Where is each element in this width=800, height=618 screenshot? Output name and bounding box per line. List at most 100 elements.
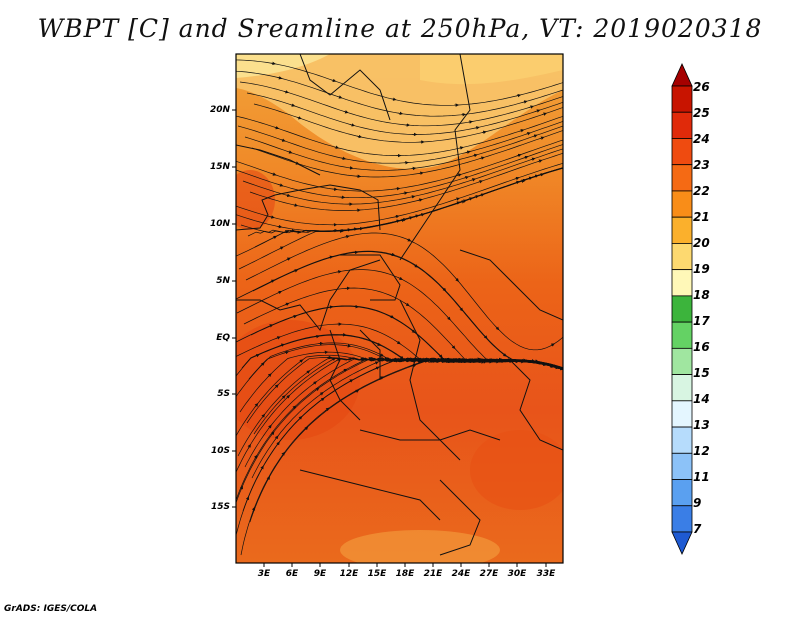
streamline-arrow [402, 191, 408, 195]
streamline-arrow [400, 218, 406, 223]
lat-tick-label: 15N [209, 162, 230, 172]
streamline-arrow [525, 132, 531, 136]
streamline-arrow [516, 93, 522, 98]
streamline-arrow [325, 407, 330, 412]
streamline [236, 115, 563, 156]
streamline-arrow [394, 359, 400, 363]
streamline-arrow [286, 394, 291, 399]
lat-tick-label: EQ [216, 333, 230, 343]
streamline-arrow [479, 156, 485, 160]
colorbar-label: 12 [693, 444, 710, 458]
streamline-arrow [463, 175, 469, 180]
streamline-arrow [514, 180, 520, 185]
colorbar-label: 25 [693, 106, 710, 120]
lon-tick-label: 27E [479, 569, 499, 579]
streamline-arrow [312, 381, 317, 385]
streamline-arrow [285, 193, 291, 198]
streamline [253, 103, 563, 143]
streamline-arrow [413, 264, 419, 268]
streamline-arrow [270, 61, 276, 66]
streamline-arrow [376, 342, 382, 346]
streamline-arrow [315, 387, 320, 392]
streamline-arrow [396, 340, 401, 345]
streamline-arrow [460, 200, 466, 204]
colorbar-label: 9 [693, 496, 702, 510]
streamline-arrow [456, 173, 462, 177]
streamline-arrow [305, 370, 311, 374]
streamline-arrow [373, 361, 379, 365]
streamline-arrow [270, 431, 275, 436]
streamline-arrow [353, 250, 359, 255]
streamline-arrow [279, 343, 285, 347]
colorbar-label: 19 [693, 262, 710, 276]
chart-title: WBPT [C] and Sreamline at 250hPa, VT: 20… [37, 14, 763, 43]
streamline-arrow [417, 198, 423, 202]
streamline [236, 357, 533, 537]
streamline-arrow [487, 360, 493, 364]
colorbar-swatch [671, 505, 693, 533]
lon-tick-label: 15E [367, 569, 387, 579]
streamline-arrow [293, 203, 299, 207]
streamline-arrow [541, 112, 547, 116]
streamline-arrow [292, 405, 297, 410]
streamline-arrow [336, 270, 342, 274]
streamline-arrow [454, 197, 460, 201]
streamline-arrow [277, 224, 283, 229]
streamline-arrow [331, 78, 337, 83]
streamline-arrow [395, 186, 401, 191]
streamline-arrow [394, 214, 400, 219]
streamline-arrow [467, 120, 473, 124]
streamline-arrow [437, 358, 443, 363]
streamline-arrow [455, 277, 459, 282]
colorbar-label: 7 [693, 522, 702, 536]
colorbar-label: 13 [693, 418, 710, 432]
streamline-arrow [272, 235, 278, 240]
streamline-arrow [483, 334, 488, 339]
colorbar-bottom-arrow [671, 531, 693, 555]
streamline-arrow [320, 397, 325, 402]
streamline-arrow [328, 255, 334, 259]
colorbar-label: 11 [693, 470, 710, 484]
colorbar-swatch [671, 479, 693, 507]
colorbar-swatch [671, 164, 693, 192]
streamline-arrow [276, 441, 280, 446]
streamlines [236, 59, 570, 556]
streamline-arrow [530, 157, 536, 161]
streamline-arrow [304, 426, 309, 431]
streamline-arrow [470, 178, 476, 182]
streamline-arrow [354, 389, 360, 393]
streamline-arrow [281, 451, 285, 457]
colorbar-swatch [671, 400, 693, 428]
streamline-arrow [418, 171, 424, 175]
streamline-arrow [287, 150, 293, 154]
streamline-arrow [254, 403, 259, 408]
streamline-arrow [283, 90, 289, 94]
streamline-arrow [447, 316, 451, 321]
streamline-arrow [431, 357, 437, 361]
streamline-arrow [293, 269, 299, 273]
streamline-arrow [516, 153, 522, 158]
streamline-arrow [550, 343, 555, 347]
streamline-arrow [270, 279, 275, 283]
colorbar-label: 14 [693, 392, 710, 406]
streamline-arrow [391, 97, 397, 101]
streamline-arrow [411, 329, 416, 334]
streamline-arrow [254, 454, 258, 460]
streamline-arrow [502, 353, 507, 357]
streamline-arrow [481, 130, 487, 135]
streamline-arrow [398, 276, 403, 280]
colorbar-label: 20 [693, 236, 710, 250]
streamline-arrow [523, 155, 529, 160]
streamline-arrow [332, 187, 338, 191]
streamline-arrow [275, 336, 281, 340]
streamline-arrow [342, 368, 348, 373]
lat-tick-label: 10N [209, 219, 230, 229]
streamline-arrow [566, 369, 570, 371]
streamline-arrow [346, 344, 352, 348]
streamline [251, 130, 563, 178]
lat-tick-label: 20N [209, 105, 230, 115]
colorbar-swatch [671, 426, 693, 454]
lat-tick-label: 5N [216, 276, 230, 286]
lon-tick-label: 33E [536, 569, 556, 579]
